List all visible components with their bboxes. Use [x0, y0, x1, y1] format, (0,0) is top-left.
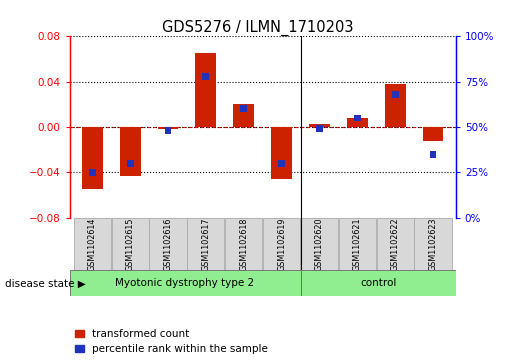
Text: GSM1102618: GSM1102618	[239, 217, 248, 271]
Text: control: control	[360, 278, 397, 288]
Text: GSM1102620: GSM1102620	[315, 217, 324, 271]
Bar	[112, 218, 149, 270]
Bar	[127, 160, 133, 167]
Bar	[82, 127, 102, 189]
Text: GSM1102616: GSM1102616	[163, 217, 173, 271]
Bar	[430, 151, 437, 158]
Text: GSM1102619: GSM1102619	[277, 217, 286, 271]
Bar	[225, 218, 262, 270]
Bar	[316, 126, 323, 132]
Bar	[165, 127, 171, 134]
Bar	[74, 218, 111, 270]
Bar	[202, 73, 209, 79]
Bar	[301, 270, 456, 296]
Bar	[70, 270, 301, 296]
Bar	[187, 218, 225, 270]
Bar	[339, 218, 376, 270]
Bar	[233, 105, 254, 127]
Legend: transformed count, percentile rank within the sample: transformed count, percentile rank withi…	[75, 329, 268, 354]
Bar	[158, 127, 178, 129]
Bar	[271, 127, 292, 179]
Bar	[376, 218, 414, 270]
Bar	[195, 53, 216, 127]
Text: GSM1102615: GSM1102615	[126, 217, 134, 271]
Bar	[415, 218, 452, 270]
Bar	[354, 115, 360, 121]
Bar	[385, 84, 406, 127]
Bar	[149, 218, 186, 270]
Bar	[347, 118, 368, 127]
Bar	[278, 160, 285, 167]
Bar	[89, 169, 96, 176]
Text: GDS5276 / ILMN_1710203: GDS5276 / ILMN_1710203	[162, 20, 353, 36]
Bar	[301, 218, 338, 270]
Text: GSM1102617: GSM1102617	[201, 217, 210, 271]
Bar	[309, 124, 330, 127]
Bar	[119, 127, 141, 176]
Bar	[263, 218, 300, 270]
Bar	[241, 106, 247, 112]
Text: GSM1102621: GSM1102621	[353, 217, 362, 271]
Text: GSM1102622: GSM1102622	[391, 217, 400, 271]
Text: GSM1102614: GSM1102614	[88, 217, 97, 271]
Text: disease state ▶: disease state ▶	[5, 279, 86, 289]
Bar	[423, 127, 443, 141]
Text: Myotonic dystrophy type 2: Myotonic dystrophy type 2	[115, 278, 254, 288]
Bar	[392, 91, 399, 98]
Text: GSM1102623: GSM1102623	[428, 217, 438, 271]
